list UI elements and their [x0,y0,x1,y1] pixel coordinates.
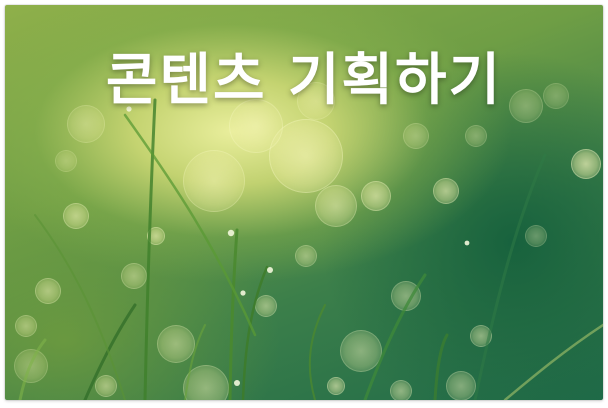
grass-blades [18,98,603,400]
banner-title: 콘텐츠 기획하기 [105,48,503,113]
grass-bokeh-photo: 콘텐츠 기획하기 [5,5,603,400]
